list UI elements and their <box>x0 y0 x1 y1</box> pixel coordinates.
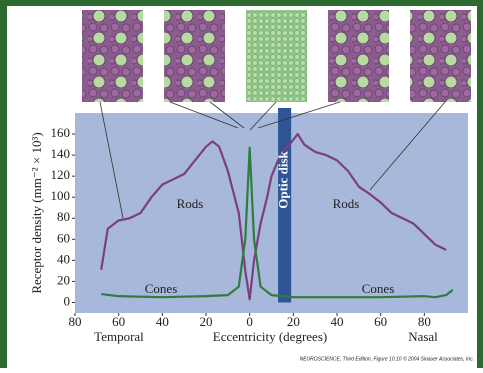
x-tick-label: 80 <box>418 314 431 329</box>
y-axis-label: Receptor density (mm⁻² × 10³) <box>29 132 44 293</box>
y-tick-label: 60 <box>57 230 70 245</box>
y-tick-label: 40 <box>57 251 70 266</box>
micrograph <box>328 10 389 102</box>
optic-disk-label: Optic disk <box>276 151 291 209</box>
leader-line <box>99 101 124 219</box>
x-axis-label: Eccentricity (degrees) <box>213 329 327 344</box>
micrograph <box>246 10 307 102</box>
footer: NEUROSCIENCE, Third Edition, Figure 10.1… <box>300 355 474 362</box>
micrograph <box>164 10 225 102</box>
marks <box>100 108 454 303</box>
series-annotation: Cones <box>362 281 395 296</box>
leader-line <box>249 101 277 131</box>
y-tick-label: 20 <box>57 272 70 287</box>
x-tick-label: 60 <box>374 314 387 329</box>
x-tick-label: 60 <box>112 314 125 329</box>
micrograph <box>410 10 471 102</box>
leader-line <box>169 101 239 129</box>
series-line <box>100 132 447 301</box>
micrographs <box>82 10 471 102</box>
series-annotation: Rods <box>333 196 360 211</box>
y-tick-label: 120 <box>51 167 71 182</box>
y-tick-label: 100 <box>51 188 71 203</box>
series-annotation: Rods <box>177 196 204 211</box>
leader-line <box>369 101 446 191</box>
x-tick-label: 40 <box>156 314 169 329</box>
micrograph <box>82 10 143 102</box>
x-tick-label: 20 <box>287 314 300 329</box>
y-tick-label: 140 <box>51 146 71 161</box>
y-tick-label: 160 <box>51 125 71 140</box>
series-annotation: Cones <box>145 281 178 296</box>
side-label: Temporal <box>94 329 144 344</box>
x-tick-label: 20 <box>200 314 213 329</box>
leader-line <box>209 101 245 129</box>
series-line <box>101 146 454 299</box>
y-tick-label: 80 <box>57 209 70 224</box>
plot-area <box>75 113 468 313</box>
y-tick-label: 0 <box>64 293 71 308</box>
leader-line <box>257 101 341 129</box>
leader-lines <box>99 101 446 219</box>
x-tick-label: 40 <box>331 314 344 329</box>
x-tick-label: 80 <box>69 314 82 329</box>
side-label: Nasal <box>408 329 438 344</box>
x-tick-label: 0 <box>246 314 253 329</box>
